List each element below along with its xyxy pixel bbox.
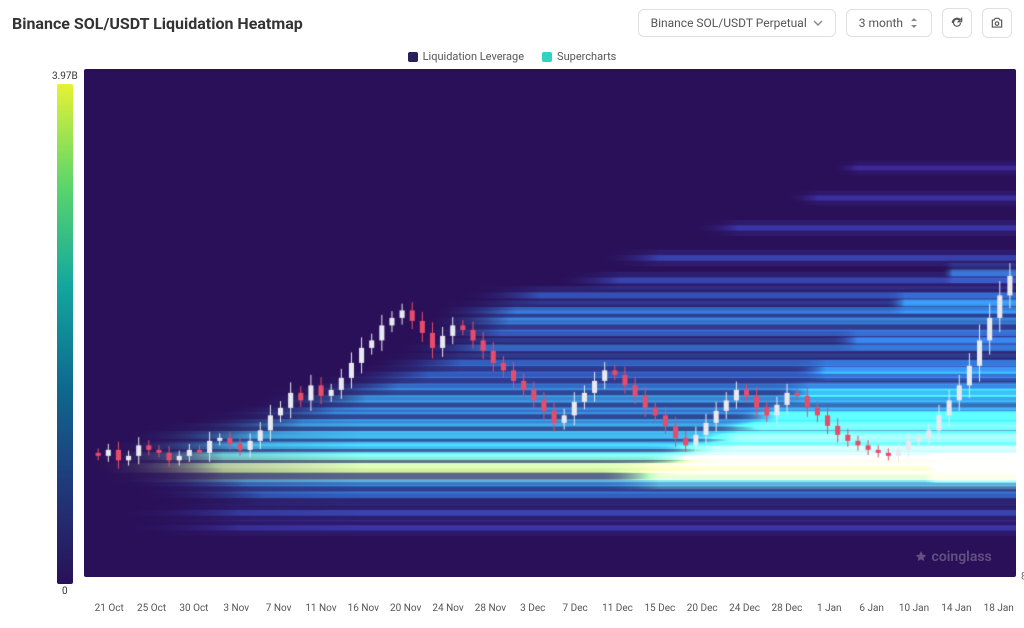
x-tick: 3 Dec xyxy=(512,603,554,614)
refresh-button[interactable] xyxy=(942,8,972,38)
y-axis: 42640035030025020015010087.206 xyxy=(1018,69,1024,577)
stepper-icon xyxy=(909,17,919,29)
plot-area[interactable]: 42640035030025020015010087.206 coinglass xyxy=(84,69,1016,599)
chart-legend: Liquidation Leverage Supercharts xyxy=(0,46,1024,65)
x-tick: 30 Oct xyxy=(173,603,215,614)
x-tick: 28 Dec xyxy=(766,603,808,614)
x-tick: 15 Dec xyxy=(639,603,681,614)
legend-label-supercharts: Supercharts xyxy=(557,50,616,63)
colorbar-min: 0 xyxy=(62,586,68,597)
x-tick: 1 Jan xyxy=(808,603,850,614)
chart-zone: 3.97B 0 42640035030025020015010087.206 c… xyxy=(0,65,1024,628)
x-tick: 21 Oct xyxy=(88,603,130,614)
x-tick: 10 Jan xyxy=(893,603,935,614)
x-tick: 28 Nov xyxy=(469,603,511,614)
legend-swatch-leverage xyxy=(408,52,418,62)
legend-item-supercharts: Supercharts xyxy=(542,50,616,63)
legend-item-leverage: Liquidation Leverage xyxy=(408,50,524,63)
range-dropdown-label: 3 month xyxy=(859,16,903,30)
x-tick: 25 Oct xyxy=(130,603,172,614)
x-tick: 14 Jan xyxy=(935,603,977,614)
x-tick: 6 Jan xyxy=(850,603,892,614)
x-tick: 18 Jan xyxy=(978,603,1020,614)
x-tick: 20 Nov xyxy=(385,603,427,614)
pair-dropdown-label: Binance SOL/USDT Perpetual xyxy=(651,16,807,30)
heatmap-canvas xyxy=(84,69,1016,577)
pair-dropdown[interactable]: Binance SOL/USDT Perpetual xyxy=(638,9,836,37)
colorbar-gradient xyxy=(57,84,73,584)
screenshot-button[interactable] xyxy=(982,8,1012,38)
legend-label-leverage: Liquidation Leverage xyxy=(423,50,524,63)
x-tick: 16 Nov xyxy=(342,603,384,614)
header: Binance SOL/USDT Liquidation Heatmap Bin… xyxy=(0,0,1024,46)
range-dropdown[interactable]: 3 month xyxy=(846,9,932,37)
chevron-down-icon xyxy=(813,18,823,28)
x-tick: 11 Dec xyxy=(596,603,638,614)
x-tick: 7 Dec xyxy=(554,603,596,614)
x-tick: 24 Nov xyxy=(427,603,469,614)
page-title: Binance SOL/USDT Liquidation Heatmap xyxy=(12,14,628,33)
colorbar-max: 3.97B xyxy=(52,71,78,82)
x-tick: 7 Nov xyxy=(257,603,299,614)
x-tick: 24 Dec xyxy=(723,603,765,614)
x-tick: 3 Nov xyxy=(215,603,257,614)
x-tick: 20 Dec xyxy=(681,603,723,614)
refresh-icon xyxy=(950,16,964,30)
legend-swatch-supercharts xyxy=(542,52,552,62)
x-axis: 21 Oct25 Oct30 Oct3 Nov7 Nov11 Nov16 Nov… xyxy=(88,599,1020,614)
colorbar: 3.97B 0 xyxy=(52,69,78,599)
x-tick: 11 Nov xyxy=(300,603,342,614)
camera-icon xyxy=(990,16,1004,30)
